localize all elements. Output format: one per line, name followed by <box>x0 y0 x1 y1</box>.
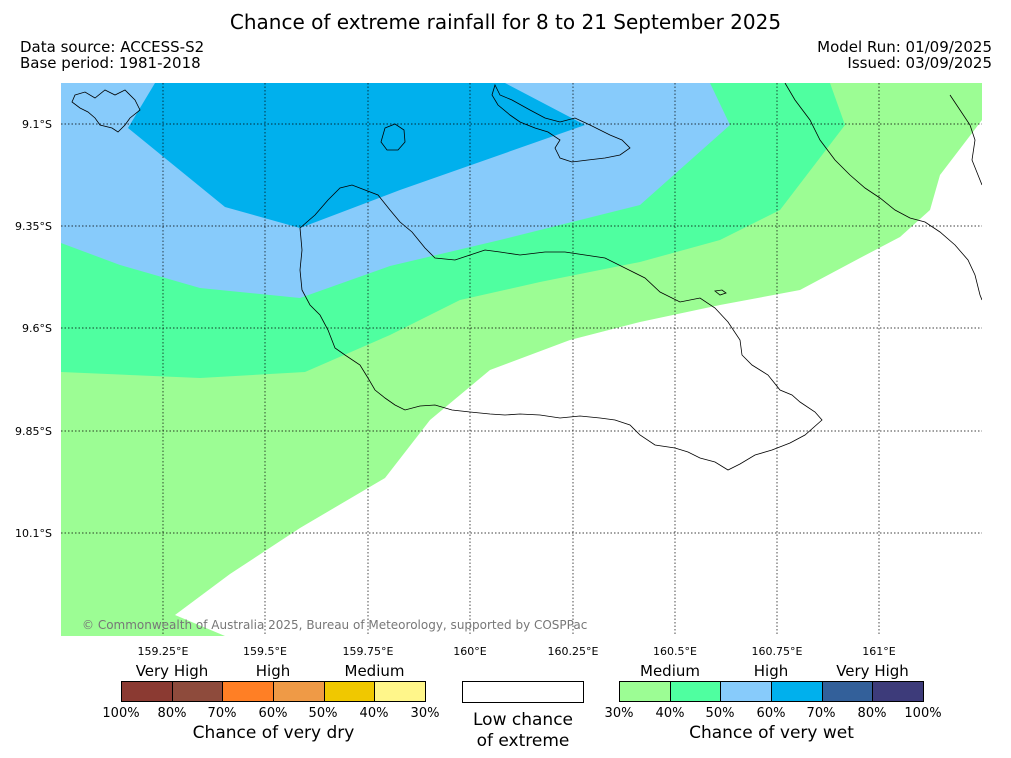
dry-tick: 80% <box>157 706 187 721</box>
dry-swatch <box>122 682 173 701</box>
dry-swatch <box>375 682 426 701</box>
dry-tick: 60% <box>258 706 288 721</box>
neutral-swatch <box>462 681 584 703</box>
lat-label: 9.85°S <box>15 425 52 438</box>
meta-right: Model Run: 01/09/2025 Issued: 03/09/2025 <box>817 39 992 71</box>
lon-label: 160°E <box>453 645 487 658</box>
wet-tick: 80% <box>857 706 887 721</box>
lon-label: 161°E <box>862 645 896 658</box>
coast-reef-islet <box>714 289 727 296</box>
coast-guadalcanal <box>299 184 823 471</box>
lat-label: 9.6°S <box>22 322 52 335</box>
dry-legend-title: Chance of very dry <box>192 723 355 743</box>
dry-tick: 30% <box>410 706 440 721</box>
dry-tick: 100% <box>102 706 140 721</box>
lat-label: 9.1°S <box>22 118 52 131</box>
wet-swatch <box>620 682 671 701</box>
dry-category-label: Very High <box>135 662 209 680</box>
copyright-notice: © Commonwealth of Australia 2025, Bureau… <box>82 618 588 632</box>
chart-title: Chance of extreme rainfall for 8 to 21 S… <box>229 10 782 34</box>
wet-legend-title: Chance of very wet <box>689 723 854 743</box>
neutral-label-line1: Low chance <box>473 710 573 730</box>
graticule <box>61 83 982 636</box>
coastlines <box>71 83 982 471</box>
issued-date: Issued: 03/09/2025 <box>847 54 992 72</box>
map <box>61 83 982 636</box>
base-period: Base period: 1981-2018 <box>20 54 201 72</box>
meta-left: Data source: ACCESS-S2 Base period: 1981… <box>20 39 204 71</box>
wet-swatch <box>822 682 874 701</box>
wet-tick: 70% <box>806 706 836 721</box>
lat-label: 9.35°S <box>15 220 52 233</box>
wet-tick: 60% <box>756 706 786 721</box>
neutral-label-line2: of extreme <box>476 731 570 751</box>
wet-tick: 40% <box>655 706 685 721</box>
coast-florida-islands <box>491 83 631 163</box>
dry-swatch <box>172 682 224 701</box>
wet-swatch <box>772 682 823 701</box>
lon-label: 159.75°E <box>342 645 394 658</box>
lon-label: 160.5°E <box>653 645 697 658</box>
model-run: Model Run: 01/09/2025 <box>817 38 992 56</box>
dry-colorbar <box>121 681 426 702</box>
dry-swatch <box>324 682 376 701</box>
wet-tick: 100% <box>904 706 942 721</box>
wet-swatch <box>873 682 924 701</box>
neutral-legend-label: Low chance of extreme <box>440 710 606 752</box>
wet-tick: 50% <box>705 706 735 721</box>
lon-label: 159.5°E <box>243 645 287 658</box>
dry-tick: 50% <box>308 706 338 721</box>
wet-colorbar <box>619 681 924 702</box>
wet-category-label: High <box>753 662 789 680</box>
dry-swatch <box>223 682 275 701</box>
wet-tick: 30% <box>604 706 634 721</box>
coast-malaita-north <box>949 94 982 186</box>
dry-tick: 70% <box>207 706 237 721</box>
lon-label: 159.25°E <box>137 645 189 658</box>
lon-label: 160.25°E <box>547 645 599 658</box>
lat-label: 10.1°S <box>15 527 52 540</box>
dry-category-label: High <box>255 662 291 680</box>
wet-swatch <box>721 682 773 701</box>
coast-savo-island <box>380 123 406 151</box>
coast-malaita <box>784 83 982 301</box>
zone-very-high-70-80 <box>128 83 585 228</box>
dry-swatch <box>274 682 325 701</box>
dry-category-label: Medium <box>344 662 405 680</box>
lon-label: 160.75°E <box>751 645 803 658</box>
dry-tick: 40% <box>359 706 389 721</box>
wet-category-label: Very High <box>836 662 909 680</box>
wet-swatch <box>670 682 722 701</box>
data-source: Data source: ACCESS-S2 <box>20 38 205 56</box>
coast-russell-islands <box>71 89 141 133</box>
wet-category-label: Medium <box>640 662 700 680</box>
